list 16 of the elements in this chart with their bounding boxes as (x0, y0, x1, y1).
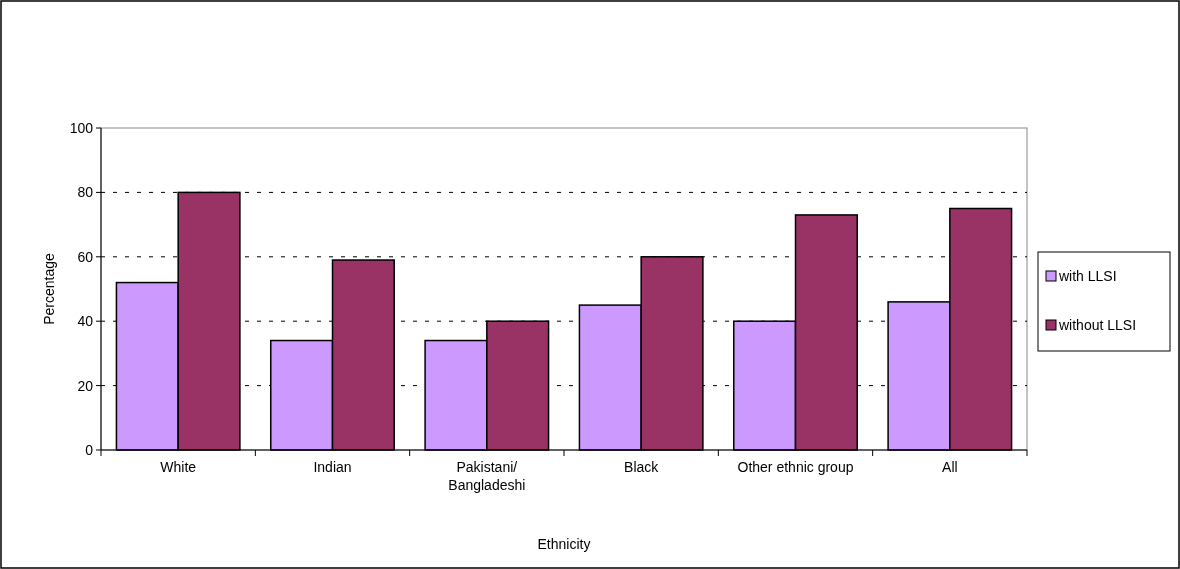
y-axis-title: Percentage (41, 252, 57, 325)
x-tick-label: Pakistani/ Bangladeshi (448, 459, 526, 493)
y-tick-label: 100 (69, 119, 94, 136)
x-tick-label: All (942, 459, 958, 475)
y-tick-label: 0 (85, 441, 94, 458)
y-tick-label: 40 (77, 313, 94, 330)
y-tick-label: 60 (77, 248, 94, 265)
x-tick-label: Other ethnic group (737, 459, 854, 475)
y-tick-label: 20 (77, 377, 94, 394)
x-tick-label: White (160, 459, 197, 475)
legend-label: with LLSI (1058, 267, 1117, 284)
x-axis-title: Ethnicity (537, 536, 591, 552)
legend-label: without LLSI (1058, 316, 1137, 333)
x-tick-label: Indian (313, 459, 352, 475)
x-tick-label: Black (624, 459, 660, 475)
y-tick-label: 80 (77, 184, 94, 201)
